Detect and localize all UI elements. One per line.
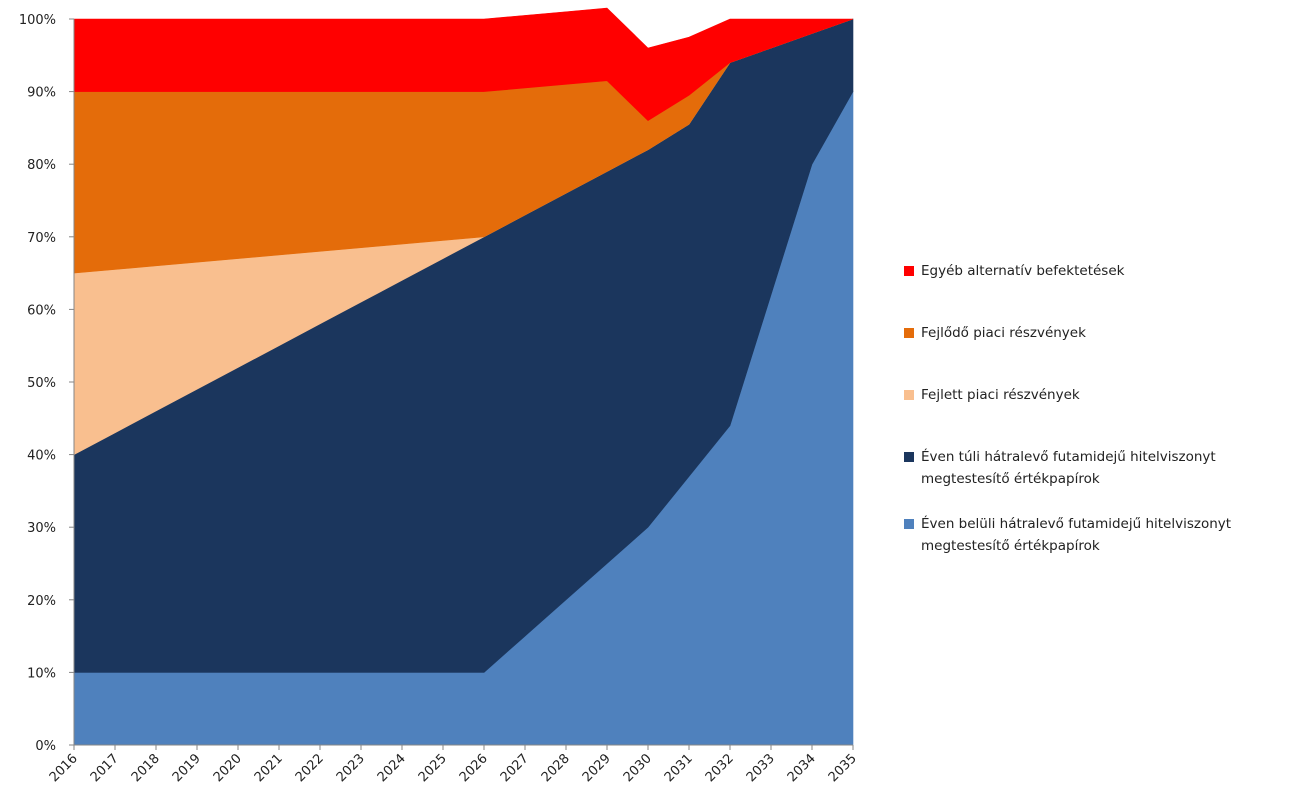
area-series-4 [73, 7, 854, 122]
x-tick-label: 2019 [170, 751, 204, 785]
x-tick-label: 2027 [498, 751, 532, 785]
axes [69, 18, 854, 750]
y-tick-label: 50% [27, 376, 56, 391]
y-tick-label: 90% [27, 86, 56, 101]
x-tick-label: 2035 [826, 751, 860, 785]
y-tick-label: 100% [19, 13, 56, 28]
legend-item-emerging-equity: Fejlődő piaci részvények [904, 322, 1299, 384]
x-tick-label: 2022 [293, 751, 327, 785]
x-tick-label: 2020 [211, 751, 245, 785]
x-tick-label: 2021 [252, 751, 286, 785]
x-tick-label: 2026 [457, 751, 491, 785]
y-tick-label: 80% [27, 158, 56, 173]
x-tick-label: 2016 [47, 751, 81, 785]
legend-item-long-bonds: Éven túli hátralevő futamidejű hitelvisz… [904, 446, 1299, 513]
legend-item-developed-equity: Fejlett piaci részvények [904, 384, 1299, 446]
x-tick-label: 2023 [334, 751, 368, 785]
area-layers [73, 7, 854, 746]
legend-label: Fejlett piaci részvények [921, 387, 1080, 403]
x-tick-label: 2029 [580, 751, 614, 785]
y-tick-label: 60% [27, 303, 56, 318]
y-tick-label: 0% [35, 739, 56, 754]
legend-item-short-bonds: Éven belüli hátralevő futamidejű hitelvi… [904, 513, 1299, 580]
y-tick-labels: 0% 10% 20% 30% 40% 50% 60% 70% 80% 90% 100% [19, 13, 56, 754]
x-tick-label: 2028 [539, 751, 573, 785]
legend-label: Éven belüli hátralevő futamidejű hitelvi… [921, 516, 1232, 554]
legend-swatch [904, 390, 914, 400]
x-tick-label: 2030 [621, 751, 655, 785]
x-tick-label: 2033 [744, 751, 778, 785]
x-tick-label: 2034 [785, 751, 819, 785]
y-tick-label: 70% [27, 231, 56, 246]
legend-label: Fejlődő piaci részvények [921, 325, 1086, 341]
y-tick-label: 40% [27, 449, 56, 464]
x-tick-label: 2031 [662, 751, 696, 785]
y-tick-label: 20% [27, 594, 56, 609]
x-tick-label: 2024 [375, 751, 409, 785]
y-tick-label: 30% [27, 521, 56, 536]
x-tick-label: 2032 [703, 751, 737, 785]
x-tick-label: 2018 [129, 751, 163, 785]
legend-item-alternative: Egyéb alternatív befektetések [904, 260, 1299, 322]
legend: Egyéb alternatív befektetések Fejlődő pi… [904, 260, 1299, 580]
legend-swatch [904, 328, 914, 338]
x-tick-label: 2025 [416, 751, 450, 785]
legend-swatch [904, 266, 914, 276]
x-tick-labels: 2016 2017 2018 2019 2020 2021 2022 2023 2024 2025… [47, 751, 860, 785]
y-tick-label: 10% [27, 666, 56, 681]
x-tick-label: 2017 [88, 751, 122, 785]
legend-label: Éven túli hátralevő futamidejű hitelvisz… [921, 449, 1216, 487]
legend-swatch [904, 452, 914, 462]
legend-swatch [904, 519, 914, 529]
legend-label: Egyéb alternatív befektetések [921, 263, 1125, 279]
